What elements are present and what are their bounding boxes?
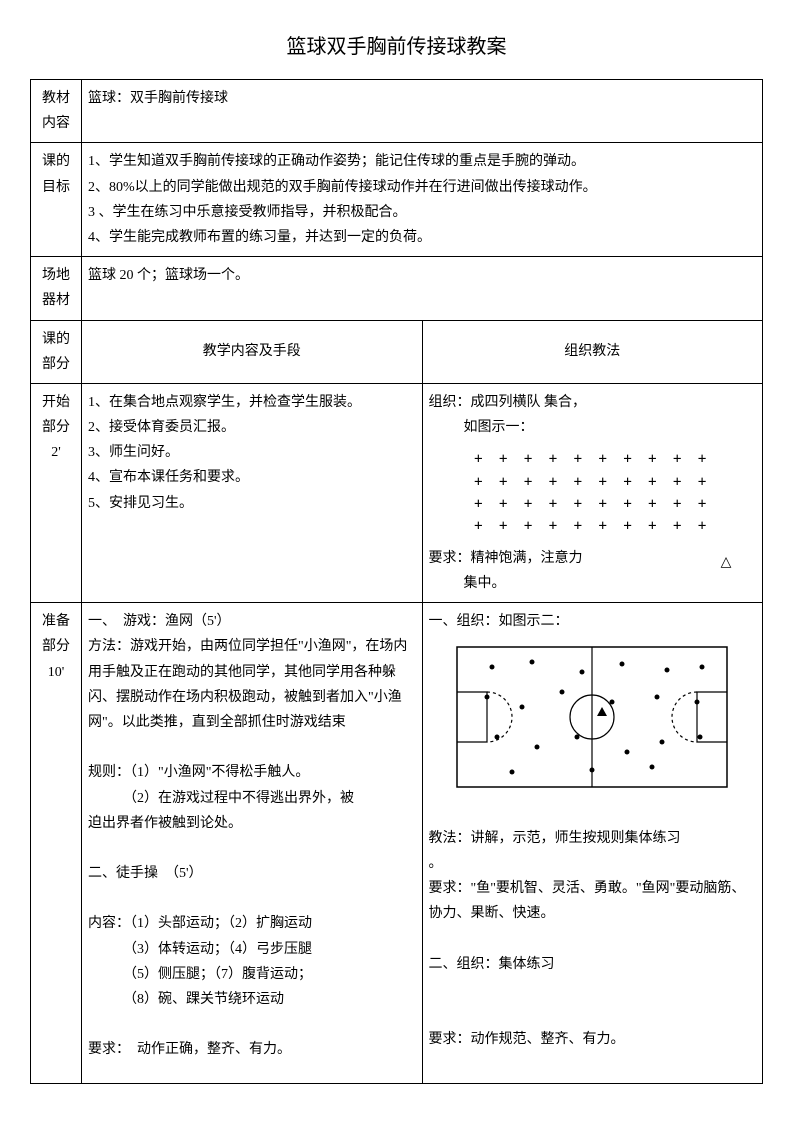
objective-1: 1、学生知道双手胸前传接球的正确动作姿势；能记住传球的重点是手腕的弹动。 — [88, 149, 756, 174]
lesson-plan-table: 教材内容 篮球：双手胸前传接球 课的目标 1、学生知道双手胸前传接球的正确动作姿… — [30, 79, 763, 1084]
start-content: 1、在集合地点观察学生，并检查学生服装。 2、接受体育委员汇报。 3、师生问好。… — [82, 383, 423, 602]
prep-rule-2a: （2）在游戏过程中不得逃出界外，被 — [88, 786, 416, 811]
start-item-3: 3、师生问好。 — [88, 440, 416, 465]
prep-game-heading: 一、 游戏：渔网（5'） — [88, 609, 416, 634]
prep-exercise-heading: 二、徒手操 （5'） — [88, 861, 416, 886]
prep-org-dot: 。 — [429, 851, 757, 876]
prep-org-req1: 要求："鱼"要机智、灵活、勇敢。"鱼网"要动脑筋、协力、果断、快速。 — [429, 876, 757, 926]
formation-row-1: + + + + + + + + + + — [429, 448, 757, 470]
formation-diagram: + + + + + + + + + + + + + + + + + + + + … — [429, 448, 757, 538]
prep-content-req: 要求： 动作正确，整齐、有力。 — [88, 1037, 416, 1062]
start-org-sub: 如图示一： — [429, 415, 757, 440]
content-equipment: 篮球 20 个；篮球场一个。 — [82, 257, 763, 320]
prep-ex-content-1: 内容：（1）头部运动；（2）扩胸运动 — [88, 911, 416, 936]
formation-row-3: + + + + + + + + + + — [429, 493, 757, 515]
objective-3: 3 、学生在练习中乐意接受教师指导，并积极配合。 — [88, 200, 756, 225]
label-material: 教材内容 — [31, 80, 82, 143]
objective-2: 2、80%以上的同学能做出规范的双手胸前传接球动作并在行进间做出传接球动作。 — [88, 175, 756, 200]
label-prep: 准备部分10' — [31, 603, 82, 1084]
formation-row-4: + + + + + + + + + + — [429, 515, 757, 537]
start-item-1: 1、在集合地点观察学生，并检查学生服装。 — [88, 390, 416, 415]
court-dots — [485, 660, 705, 775]
formation-row-2: + + + + + + + + + + — [429, 471, 757, 493]
prep-org-req2: 要求：动作规范、整齐、有力。 — [429, 1027, 757, 1052]
start-org-head: 组织：成四列横队 集合， — [429, 390, 757, 415]
objective-4: 4、学生能完成教师布置的练习量，并达到一定的负荷。 — [88, 225, 756, 250]
prep-org-method: 教法：讲解，示范，师生按规则集体练习 — [429, 826, 757, 851]
start-req-1: 要求：精神饱满，注意力 — [429, 546, 697, 571]
start-org: 组织：成四列横队 集合， 如图示一： + + + + + + + + + + +… — [422, 383, 763, 602]
content-objective: 1、学生知道双手胸前传接球的正确动作姿势；能记住传球的重点是手腕的弹动。 2、8… — [82, 143, 763, 257]
prep-ex-content-3: （5）侧压腿；（7）腹背运动； — [88, 962, 416, 987]
prep-org-head2: 二、组织：集体练习 — [429, 952, 757, 977]
label-objective: 课的目标 — [31, 143, 82, 257]
prep-ex-content-2: （3）体转运动；（4）弓步压腿 — [88, 937, 416, 962]
label-start: 开始部分2' — [31, 383, 82, 602]
court-diagram — [452, 642, 732, 792]
header-org: 组织教法 — [422, 320, 763, 383]
start-item-2: 2、接受体育委员汇报。 — [88, 415, 416, 440]
prep-ex-content-4: （8）碗、踝关节绕环运动 — [88, 987, 416, 1012]
prep-rule-2b: 迫出界者作被触到论处。 — [88, 811, 416, 836]
label-equipment: 场地器材 — [31, 257, 82, 320]
prep-content: 一、 游戏：渔网（5'） 方法：游戏开始，由两位同学担任"小渔网"，在场内用手触… — [82, 603, 423, 1084]
start-item-5: 5、安排见习生。 — [88, 491, 416, 516]
prep-method: 方法：游戏开始，由两位同学担任"小渔网"，在场内用手触及正在跑动的其他同学，其他… — [88, 634, 416, 735]
start-item-4: 4、宣布本课任务和要求。 — [88, 465, 416, 490]
prep-org: 一、组织：如图示二： 教法：讲解，示范，师生按规则集体练习 。 要求："鱼"要机… — [422, 603, 763, 1084]
page-title: 篮球双手胸前传接球教案 — [30, 30, 763, 59]
teacher-triangle-icon: △ — [696, 550, 756, 596]
prep-org-head: 一、组织：如图示二： — [429, 609, 757, 634]
label-section: 课的部分 — [31, 320, 82, 383]
header-content: 教学内容及手段 — [82, 320, 423, 383]
prep-rule-1: 规则：（1）"小渔网"不得松手触人。 — [88, 760, 416, 785]
content-material: 篮球：双手胸前传接球 — [82, 80, 763, 143]
start-req-2: 集中。 — [429, 571, 697, 596]
